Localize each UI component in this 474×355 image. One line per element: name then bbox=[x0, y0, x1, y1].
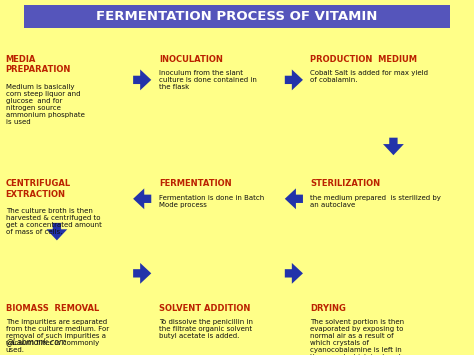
Text: Cobalt Salt is added for max yield
of cobalamin.: Cobalt Salt is added for max yield of co… bbox=[310, 70, 428, 83]
Text: Fermentation is done in Batch
Mode process: Fermentation is done in Batch Mode proce… bbox=[159, 195, 264, 208]
Text: The impurities are separated
from the culture medium. For
removal of such impuri: The impurities are separated from the cu… bbox=[6, 319, 109, 353]
Text: PRODUCTION  MEDIUM: PRODUCTION MEDIUM bbox=[310, 55, 418, 64]
Text: STERILIZATION: STERILIZATION bbox=[310, 179, 381, 188]
Text: BIOMASS  REMOVAL: BIOMASS REMOVAL bbox=[6, 304, 99, 312]
Text: CENTRIFUGAL
EXTRACTION: CENTRIFUGAL EXTRACTION bbox=[6, 179, 71, 199]
Text: FERMENTATION: FERMENTATION bbox=[159, 179, 231, 188]
Text: The culture broth is then
harvested & centrifuged to
get a concentrated amount
o: The culture broth is then harvested & ce… bbox=[6, 208, 101, 235]
Text: Inoculum from the slant
culture is done contained in
the flask: Inoculum from the slant culture is done … bbox=[159, 70, 256, 90]
Text: SOLVENT ADDITION: SOLVENT ADDITION bbox=[159, 304, 250, 312]
Text: @Labmonk.com: @Labmonk.com bbox=[6, 337, 67, 346]
FancyBboxPatch shape bbox=[24, 5, 450, 28]
Text: INOCULATION: INOCULATION bbox=[159, 55, 223, 64]
Text: Medium is basically
corn steep liquor and
glucose  and for
nitrogen source
ammon: Medium is basically corn steep liquor an… bbox=[6, 84, 84, 125]
Text: To dissolve the penicillin in
the filtrate organic solvent
butyl acetate is adde: To dissolve the penicillin in the filtra… bbox=[159, 319, 253, 339]
Text: DRYING: DRYING bbox=[310, 304, 346, 312]
Text: the medium prepared  is sterilized by
an autoclave: the medium prepared is sterilized by an … bbox=[310, 195, 441, 208]
Text: The solvent portion is then
evaporated by exposing to
normal air as a result of
: The solvent portion is then evaporated b… bbox=[310, 319, 405, 355]
Text: MEDIA
PREPARATION: MEDIA PREPARATION bbox=[6, 55, 71, 75]
Text: FERMENTATION PROCESS OF VITAMIN: FERMENTATION PROCESS OF VITAMIN bbox=[96, 10, 378, 23]
